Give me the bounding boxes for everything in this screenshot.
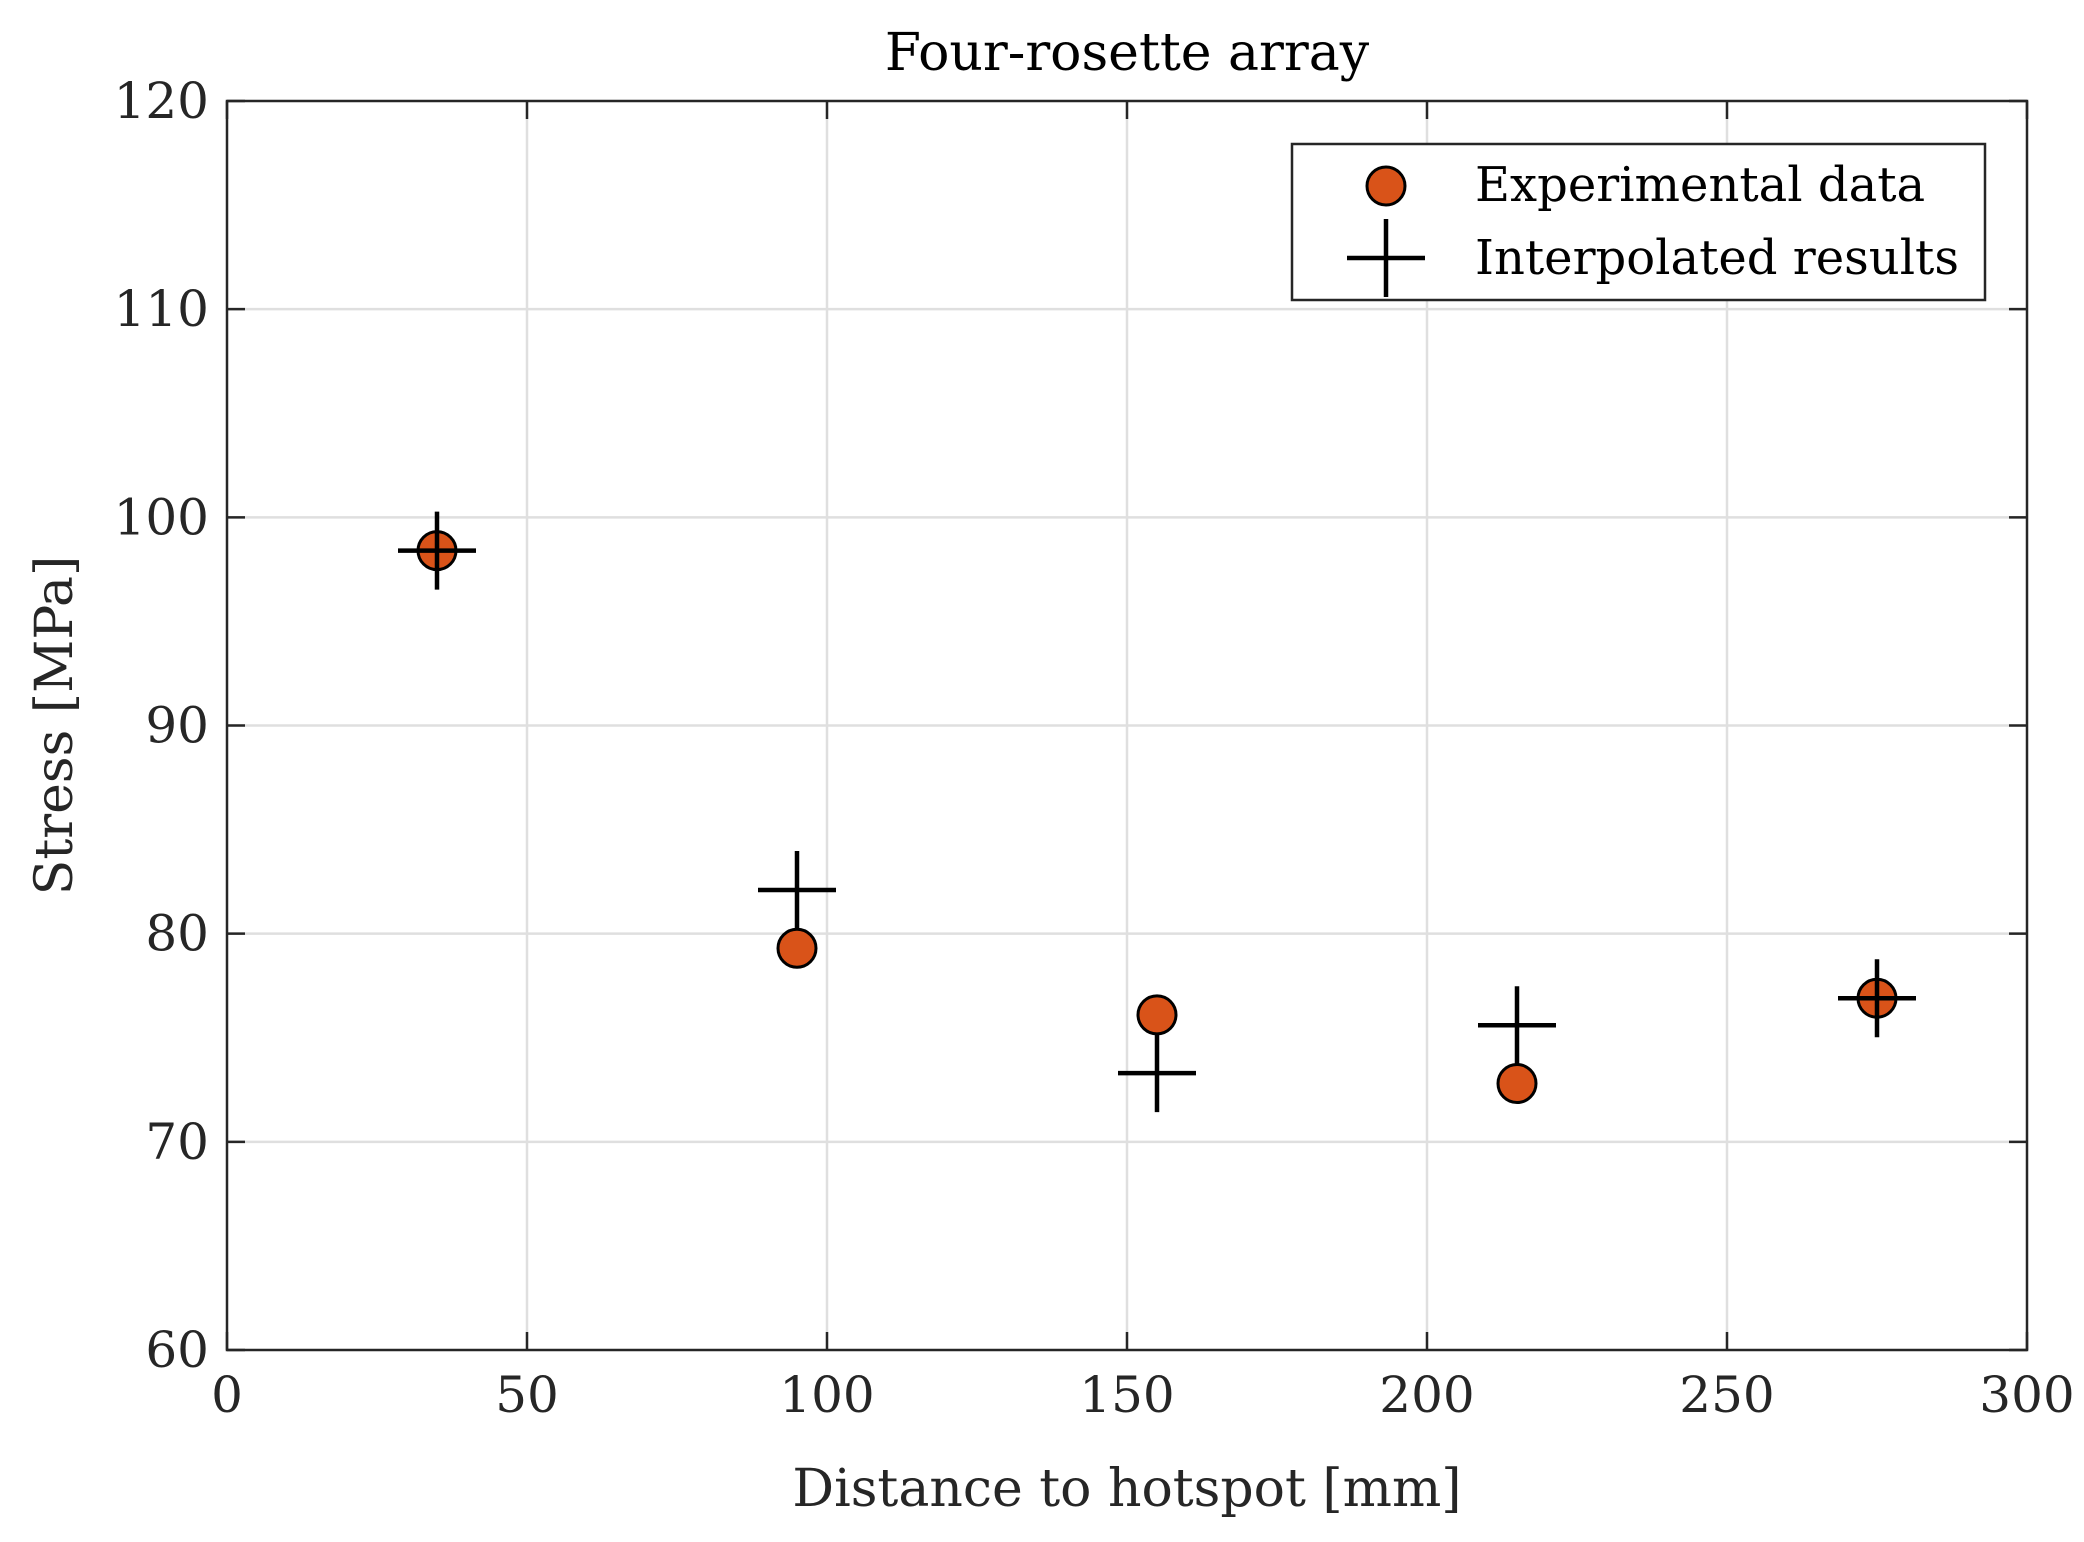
x-tick-label: 300 [1979,1366,2074,1424]
legend-plus-icon [1347,219,1425,297]
legend-circle-marker [1365,165,1407,207]
data-marks [398,511,1916,1113]
y-tick-label: 60 [145,1321,209,1379]
interpolated-point [1478,986,1556,1065]
y-tick-label: 90 [145,697,209,755]
grid-lines [227,101,2027,1350]
y-tick-label: 80 [145,905,209,963]
experimental-point [776,927,818,969]
experimental-point [1136,994,1178,1036]
x-tick-label: 0 [211,1366,243,1424]
interpolated-point [398,511,476,590]
chart-title: Four-rosette array [885,23,1370,83]
y-axis-label: Stress [MPa] [25,556,85,896]
legend-circle-icon [1365,165,1407,207]
legend: Experimental data Interpolated results [1290,142,1987,302]
interpolated-point [1838,959,1916,1038]
interpolated-point [758,850,836,929]
x-tick-label: 100 [779,1366,874,1424]
axes [225,99,2029,1352]
y-tick-label: 110 [114,280,209,338]
x-tick-label: 250 [1679,1366,1774,1424]
x-tick-label: 200 [1379,1366,1474,1424]
y-tick-label: 120 [114,72,209,130]
experimental-point [1496,1063,1538,1105]
tick-labels: 0 50 100 150 200 250 300 60 70 80 90 100 110 120 [114,72,2075,1424]
x-tick-label: 50 [495,1366,559,1424]
legend-box [1290,142,1987,302]
interpolated-point [1118,1034,1196,1113]
legend-entry-experimental: Experimental data [1475,157,1925,213]
x-axis-label: Distance to hotspot [mm] [792,1459,1461,1519]
y-tick-label: 70 [145,1113,209,1171]
legend-entry-interpolated: Interpolated results [1475,230,1959,286]
legend-plus-marker [1347,219,1425,297]
x-tick-label: 150 [1079,1366,1174,1424]
y-tick-label: 100 [114,488,209,546]
